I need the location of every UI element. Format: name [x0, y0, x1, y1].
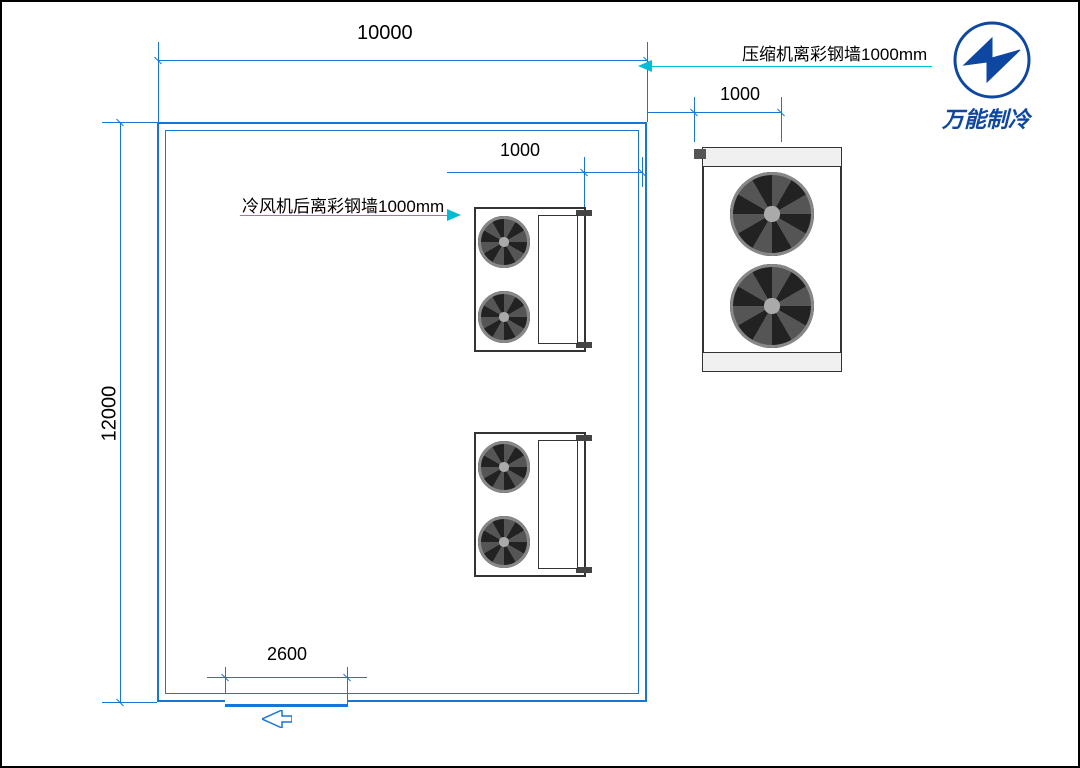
- mount-bracket: [694, 149, 706, 159]
- fan-icon: [478, 216, 530, 268]
- door-direction-icon: [262, 710, 292, 728]
- fan-icon: [730, 172, 814, 256]
- dim-height-ext-t: [102, 122, 157, 123]
- door-panel: [225, 704, 347, 707]
- note-compressor: 压缩机离彩钢墙1000mm: [742, 40, 927, 65]
- dim-width-line: [158, 60, 647, 61]
- dim-height-ext-b: [102, 702, 157, 703]
- arrow-icon: [638, 58, 654, 74]
- dim-width-label: 10000: [357, 22, 413, 45]
- fan-icon: [478, 516, 530, 568]
- dim-height-line: [120, 122, 121, 702]
- brand-logo-icon: [952, 20, 1032, 100]
- fan-icon: [478, 441, 530, 493]
- dim-compressor-gap-line: [647, 112, 782, 113]
- brand-text: 万能制冷: [942, 102, 1030, 134]
- dim-width-ext-r: [647, 42, 648, 122]
- dim-height-label: 12000: [98, 386, 121, 442]
- fan-icon: [478, 291, 530, 343]
- fan-icon: [730, 264, 814, 348]
- dim-compressor-gap-label: 1000: [720, 84, 760, 105]
- diagram-frame: 万能制冷 10000 12000 1000 1000 2600 压缩机离彩钢墙1…: [0, 0, 1080, 768]
- door-opening: [225, 694, 347, 704]
- leader-compressor: [647, 66, 932, 67]
- dim-width-ext-l: [158, 42, 159, 122]
